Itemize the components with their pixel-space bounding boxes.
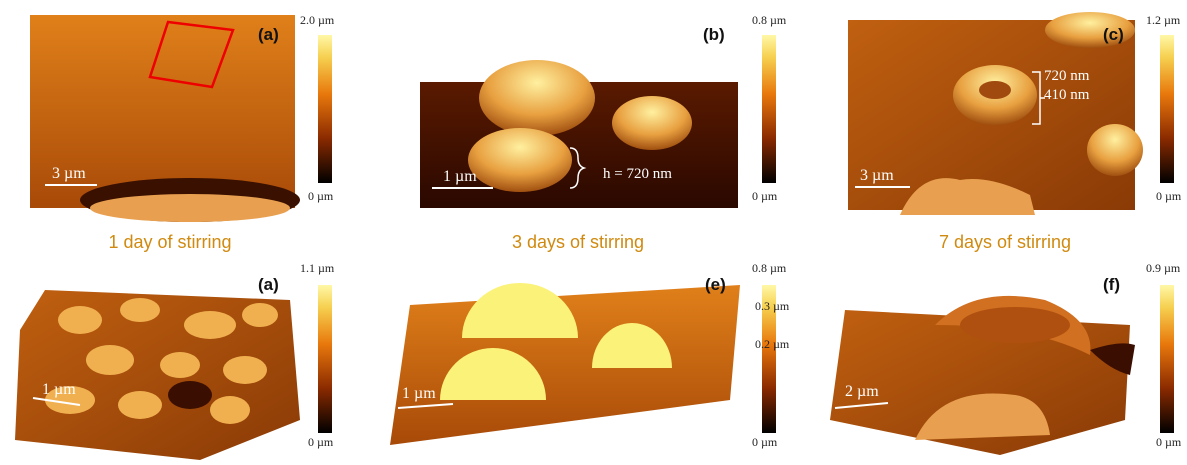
colorbar-max: 0.8 µm — [752, 13, 787, 27]
panel-label: (c) — [1103, 25, 1124, 44]
annotation: 410 nm — [1044, 87, 1090, 103]
panel-d: 1 µm (a) 1.1 µm 0 µm — [15, 261, 335, 460]
scale-bar-text: 1 µm — [402, 385, 436, 402]
panel-b: h = 720 nm 1 µm (b) 0.8 µm 0 µm — [420, 13, 787, 208]
scale-bar-text: 1 µm — [42, 381, 76, 398]
colorbar-min: 0 µm — [308, 189, 334, 203]
panel-c: 720 nm 410 nm 3 µm (c) 1.2 µm 0 µm — [848, 12, 1182, 215]
dome — [479, 60, 595, 136]
colorbar-max: 0.8 µm — [752, 261, 787, 275]
colorbar-min: 0 µm — [752, 189, 778, 203]
pit — [168, 381, 212, 409]
colorbar-min: 0 µm — [1156, 435, 1182, 449]
panel-label: (f) — [1103, 275, 1120, 294]
scale-bar-text: 3 µm — [52, 165, 86, 182]
scale-bar-text: 1 µm — [443, 168, 477, 185]
dimple — [979, 81, 1011, 99]
colorbar — [318, 285, 332, 433]
colorbar — [318, 35, 332, 183]
colorbar-min: 0 µm — [308, 435, 334, 449]
panel-a: 3 µm (a) 2.0 µm 0 µm — [30, 13, 335, 222]
caption: 7 days of stirring — [939, 232, 1071, 252]
colorbar-min: 0 µm — [1156, 189, 1182, 203]
panel-label: (b) — [703, 25, 725, 44]
panel-e: 1 µm (e) 0.8 µm 0.3 µm 0.2 µm 0 µm — [390, 261, 790, 449]
dome — [468, 128, 572, 192]
colorbar — [1160, 35, 1174, 183]
figure: 3 µm (a) 2.0 µm 0 µm h = 720 nm 1 µm (b)… — [0, 0, 1187, 465]
caption: 1 day of stirring — [108, 232, 231, 252]
annotation: h = 720 nm — [603, 166, 672, 182]
panel-f: 2 µm (f) 0.9 µm 0 µm — [830, 261, 1182, 455]
panel-label: (a) — [258, 275, 279, 294]
colorbar-max: 2.0 µm — [300, 13, 335, 27]
caption: 3 days of stirring — [512, 232, 644, 252]
panel-label: (e) — [705, 275, 726, 294]
colorbar-tick: 0.3 µm — [755, 299, 790, 313]
colorbar-min: 0 µm — [752, 435, 778, 449]
colorbar-max: 1.2 µm — [1146, 13, 1181, 27]
colorbar — [762, 35, 776, 183]
dome — [612, 96, 692, 150]
dome — [462, 283, 578, 338]
scale-bar-text: 3 µm — [860, 167, 894, 184]
feature — [90, 194, 290, 222]
annotation: 720 nm — [1044, 68, 1090, 84]
scale-bar-text: 2 µm — [845, 383, 879, 400]
colorbar-max: 0.9 µm — [1146, 261, 1181, 275]
colorbar-tick: 0.2 µm — [755, 337, 790, 351]
colorbar — [1160, 285, 1174, 433]
colorbar-max: 1.1 µm — [300, 261, 335, 275]
dimple — [960, 307, 1070, 343]
dome — [1087, 124, 1143, 176]
panel-label: (a) — [258, 25, 279, 44]
